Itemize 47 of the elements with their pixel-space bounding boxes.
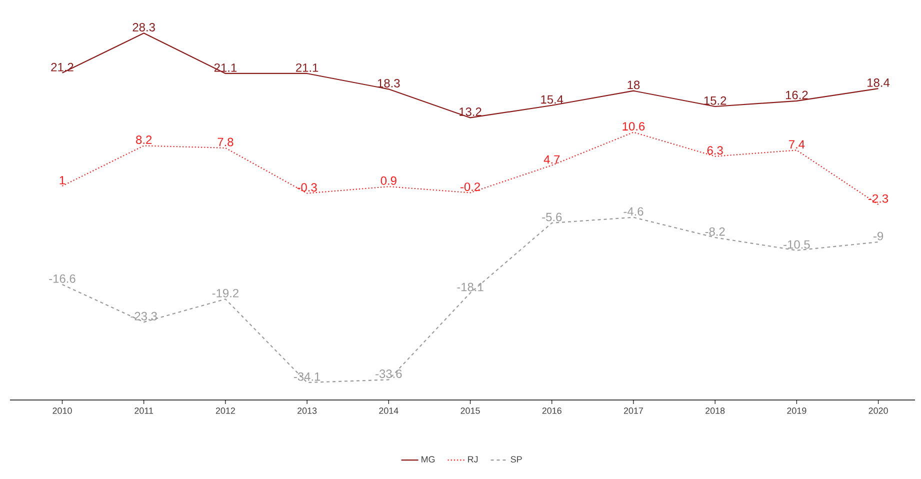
data-label: 15.2: [704, 96, 726, 105]
x-tick-label: 2014: [379, 408, 398, 414]
data-label: -18.1: [457, 282, 484, 292]
data-label: -8.2: [705, 227, 725, 236]
data-label: -33.6: [376, 370, 402, 378]
data-label: -9: [874, 232, 884, 240]
legend-label: SP: [510, 456, 522, 463]
x-tick-label: 2013: [298, 408, 317, 414]
data-label: -10.5: [784, 240, 810, 249]
data-label: -2.3: [868, 194, 888, 203]
legend-label: RJ: [468, 456, 478, 462]
x-tick-label: 2011: [134, 408, 154, 414]
data-label: -0.2: [460, 182, 480, 192]
data-label: -23.3: [130, 312, 157, 320]
data-label: 18.4: [868, 78, 890, 87]
x-tick-label: 2012: [216, 408, 235, 414]
data-label: 21.1: [296, 63, 318, 72]
data-label: 4.7: [544, 155, 560, 164]
data-label: 21.2: [51, 62, 74, 72]
data-label: 18.3: [378, 78, 400, 88]
data-label: 28.3: [132, 23, 155, 32]
data-label: 16.2: [786, 90, 808, 100]
data-label: 15.4: [541, 95, 564, 104]
data-label: 8.2: [136, 136, 152, 144]
data-label: 1: [60, 176, 65, 184]
legend-label: MG: [422, 456, 435, 463]
data-label: 18: [628, 80, 640, 90]
data-label: -16.6: [49, 274, 76, 283]
x-tick-label: 2019: [787, 408, 806, 414]
x-tick-label: 2018: [706, 408, 725, 414]
data-label: -19.2: [212, 288, 238, 298]
x-tick-label: 2015: [460, 408, 480, 414]
data-label: 6.3: [707, 146, 723, 155]
x-tick-label: 2010: [52, 408, 72, 414]
data-label: -0.3: [297, 183, 317, 192]
data-label: 10.6: [622, 122, 645, 131]
data-label: -4.6: [624, 207, 644, 216]
data-label: 7.4: [788, 140, 805, 148]
data-label: 7.8: [218, 138, 234, 146]
data-label: 0.9: [380, 176, 396, 185]
x-tick-label: 2020: [868, 408, 888, 414]
x-tick-label: 2017: [624, 408, 643, 414]
data-label: 13.2: [460, 108, 482, 116]
data-label: 21.1: [214, 63, 236, 72]
data-label: -5.6: [542, 212, 562, 222]
data-label: -34.1: [294, 372, 320, 381]
x-tick-label: 2016: [542, 408, 562, 414]
